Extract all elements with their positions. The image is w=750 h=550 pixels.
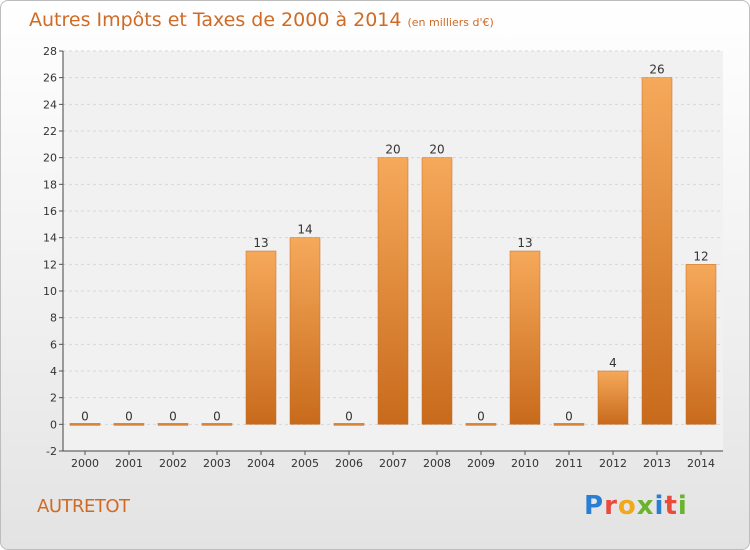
y-tick-label: 16 — [43, 205, 57, 218]
y-tick-label: 20 — [43, 152, 57, 165]
y-tick-label: 26 — [43, 72, 57, 85]
bar — [333, 423, 365, 426]
bar — [553, 423, 585, 426]
data-label: 0 — [565, 409, 573, 423]
y-tick-label: 4 — [50, 365, 57, 378]
x-tick-label: 2006 — [335, 457, 363, 470]
data-label: 0 — [81, 409, 89, 423]
bar — [685, 264, 717, 425]
data-label: 26 — [649, 63, 664, 77]
x-tick-label: 2000 — [71, 457, 99, 470]
bar — [157, 423, 189, 426]
bar — [289, 237, 321, 425]
bar — [69, 423, 101, 426]
x-tick-label: 2008 — [423, 457, 451, 470]
x-tick-label: 2004 — [247, 457, 275, 470]
town-name: AUTRETOT — [37, 496, 130, 517]
bar — [245, 250, 277, 425]
y-tick-label: 6 — [50, 338, 57, 351]
bar — [377, 157, 409, 425]
bar — [465, 423, 497, 426]
chart-title: Autres Impôts et Taxes de 2000 à 2014 (en… — [29, 9, 494, 31]
x-tick-label: 2005 — [291, 457, 319, 470]
bar — [509, 250, 541, 425]
bar — [421, 157, 453, 425]
y-tick-label: 14 — [43, 232, 57, 245]
x-tick-label: 2001 — [115, 457, 143, 470]
y-tick-label: 10 — [43, 285, 57, 298]
x-tick-label: 2009 — [467, 457, 495, 470]
data-label: 0 — [169, 409, 177, 423]
x-tick-label: 2003 — [203, 457, 231, 470]
data-label: 13 — [253, 236, 268, 250]
x-tick-label: 2012 — [599, 457, 627, 470]
data-label: 13 — [517, 236, 532, 250]
data-label: 4 — [609, 356, 617, 370]
logo-letter: o — [617, 491, 637, 521]
data-label: 0 — [477, 409, 485, 423]
data-label: 0 — [125, 409, 133, 423]
x-tick-label: 2007 — [379, 457, 407, 470]
x-tick-label: 2011 — [555, 457, 583, 470]
logo-letter: x — [636, 491, 655, 521]
logo-letter: r — [604, 491, 618, 521]
x-tick-label: 2013 — [643, 457, 671, 470]
chart-subtitle: (en milliers d'€) — [407, 16, 494, 29]
logo-letter: i — [654, 491, 665, 521]
x-tick-label: 2014 — [687, 457, 715, 470]
y-tick-label: 28 — [43, 45, 57, 58]
y-tick-label: 24 — [43, 98, 57, 111]
bar — [201, 423, 233, 426]
x-tick-label: 2002 — [159, 457, 187, 470]
y-tick-label: 18 — [43, 178, 57, 191]
y-tick-label: -2 — [46, 445, 57, 458]
data-label: 20 — [429, 143, 444, 157]
y-tick-label: 22 — [43, 125, 57, 138]
data-label: 0 — [213, 409, 221, 423]
y-tick-label: 0 — [50, 418, 57, 431]
chart-title-text: Autres Impôts et Taxes de 2000 à 2014 — [29, 9, 402, 31]
logo-letter: i — [677, 491, 688, 521]
data-label: 0 — [345, 409, 353, 423]
proxiti-logo: Proxiti — [584, 491, 688, 521]
logo-letter: P — [584, 491, 605, 521]
bar — [641, 77, 673, 425]
bar — [597, 370, 629, 425]
y-tick-label: 8 — [50, 312, 57, 325]
data-label: 12 — [693, 249, 708, 263]
y-tick-label: 12 — [43, 258, 57, 271]
data-label: 20 — [385, 143, 400, 157]
x-tick-label: 2010 — [511, 457, 539, 470]
logo-letter: t — [664, 491, 678, 521]
data-label: 14 — [297, 223, 312, 237]
bar — [113, 423, 145, 426]
y-tick-label: 2 — [50, 392, 57, 405]
